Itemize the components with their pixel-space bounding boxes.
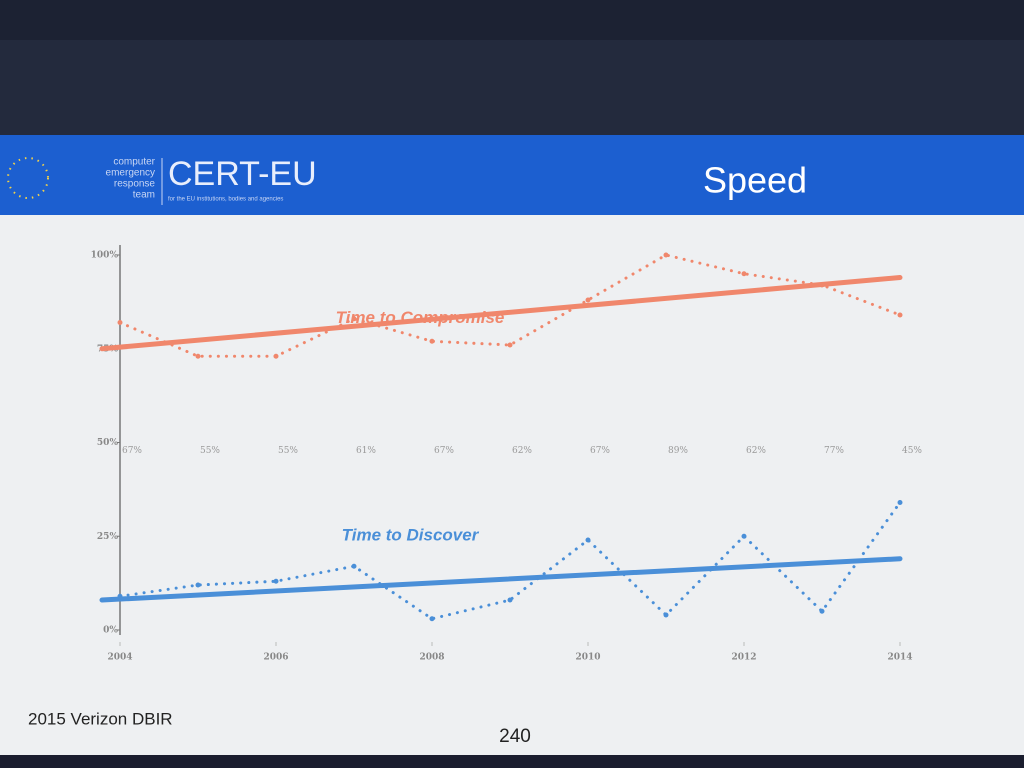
point	[351, 316, 357, 322]
logo-line: response	[114, 179, 156, 190]
trend-line	[99, 275, 903, 352]
annotation: 67%	[590, 446, 610, 456]
point	[273, 578, 279, 584]
eu-stars	[7, 157, 49, 199]
point	[585, 537, 591, 543]
point	[507, 342, 513, 348]
header-band	[0, 135, 1024, 215]
point	[273, 353, 279, 359]
chart: 0%25%50%75%100%2004200620082010201220146…	[91, 245, 922, 663]
point	[195, 582, 201, 588]
series-line	[118, 253, 902, 358]
point	[663, 252, 669, 258]
point	[195, 353, 201, 359]
slide-body	[0, 215, 1024, 755]
x-tick-label: 2014	[887, 653, 912, 663]
point	[663, 612, 669, 618]
x-tick-label: 2012	[731, 653, 756, 663]
logo-title: CERT-EU	[168, 155, 317, 193]
x-tick-label: 2008	[419, 653, 444, 663]
annotation: 62%	[746, 446, 766, 456]
y-tick-label: 50%	[97, 438, 119, 448]
annotation: 55%	[200, 446, 220, 456]
annotation: 45%	[902, 446, 922, 456]
x-tick-label: 2004	[107, 653, 132, 663]
logo-line: computer	[113, 157, 155, 168]
logo-line: emergency	[106, 168, 155, 179]
y-tick-label: 100%	[91, 251, 119, 261]
annotation: 67%	[122, 446, 142, 456]
point	[741, 533, 747, 539]
point	[351, 563, 357, 569]
point	[819, 608, 825, 614]
series-line	[118, 501, 902, 621]
y-tick-label: 25%	[97, 532, 119, 542]
annotation: 67%	[434, 446, 454, 456]
point	[585, 297, 591, 303]
annotation: 55%	[278, 446, 298, 456]
page-number: 240	[499, 726, 531, 747]
annotation: 62%	[512, 446, 532, 456]
point	[897, 312, 903, 318]
logo-line: team	[133, 190, 155, 201]
point	[117, 320, 123, 325]
y-tick-label: 0%	[103, 626, 118, 636]
point	[897, 500, 903, 505]
annotation: 61%	[356, 446, 376, 456]
logo-subtitle: for the EU institutions, bodies and agen…	[168, 197, 283, 203]
annotation: 89%	[668, 446, 688, 456]
x-tick-label: 2010	[575, 653, 600, 663]
screen-top	[0, 40, 1024, 135]
x-tick-label: 2006	[263, 653, 288, 663]
point	[429, 616, 435, 622]
annotation: 77%	[824, 446, 844, 456]
slide-title: Speed	[703, 160, 807, 201]
point	[741, 271, 747, 277]
series-label: Time to Compromise	[336, 308, 505, 327]
trend-line	[99, 556, 903, 603]
series-label: Time to Discover	[342, 526, 480, 545]
source: 2015 Verizon DBIR	[28, 709, 173, 728]
point	[429, 338, 435, 344]
point	[507, 597, 513, 603]
